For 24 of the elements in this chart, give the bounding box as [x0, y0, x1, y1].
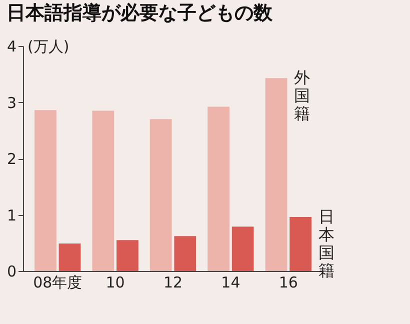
bar	[92, 110, 114, 271]
bar	[34, 110, 56, 271]
bar	[290, 217, 312, 271]
x-tick-label: 14	[221, 274, 240, 292]
x-tick-label: 08年度	[33, 274, 82, 292]
x-tick-label: 10	[106, 274, 125, 292]
y-tick-label: 1	[6, 206, 16, 224]
bar	[58, 243, 81, 271]
series-label: 外国籍	[294, 68, 310, 124]
x-tick-label: 12	[163, 274, 183, 292]
bar	[150, 119, 172, 271]
y-axis-title: (万人)	[28, 38, 70, 56]
series-label: 日本国籍	[318, 207, 335, 280]
bar	[208, 106, 230, 271]
y-tick-label: 3	[6, 94, 16, 112]
x-tick-label: 16	[278, 274, 298, 292]
bar	[265, 78, 288, 271]
bar	[232, 226, 254, 271]
bar	[116, 240, 138, 271]
y-tick-label: 2	[6, 150, 16, 168]
y-tick-label: 0	[6, 262, 16, 280]
chart-title: 日本語指導が必要な子どもの数	[6, 2, 274, 24]
bar	[174, 236, 196, 271]
y-tick-label: 4	[6, 38, 16, 56]
